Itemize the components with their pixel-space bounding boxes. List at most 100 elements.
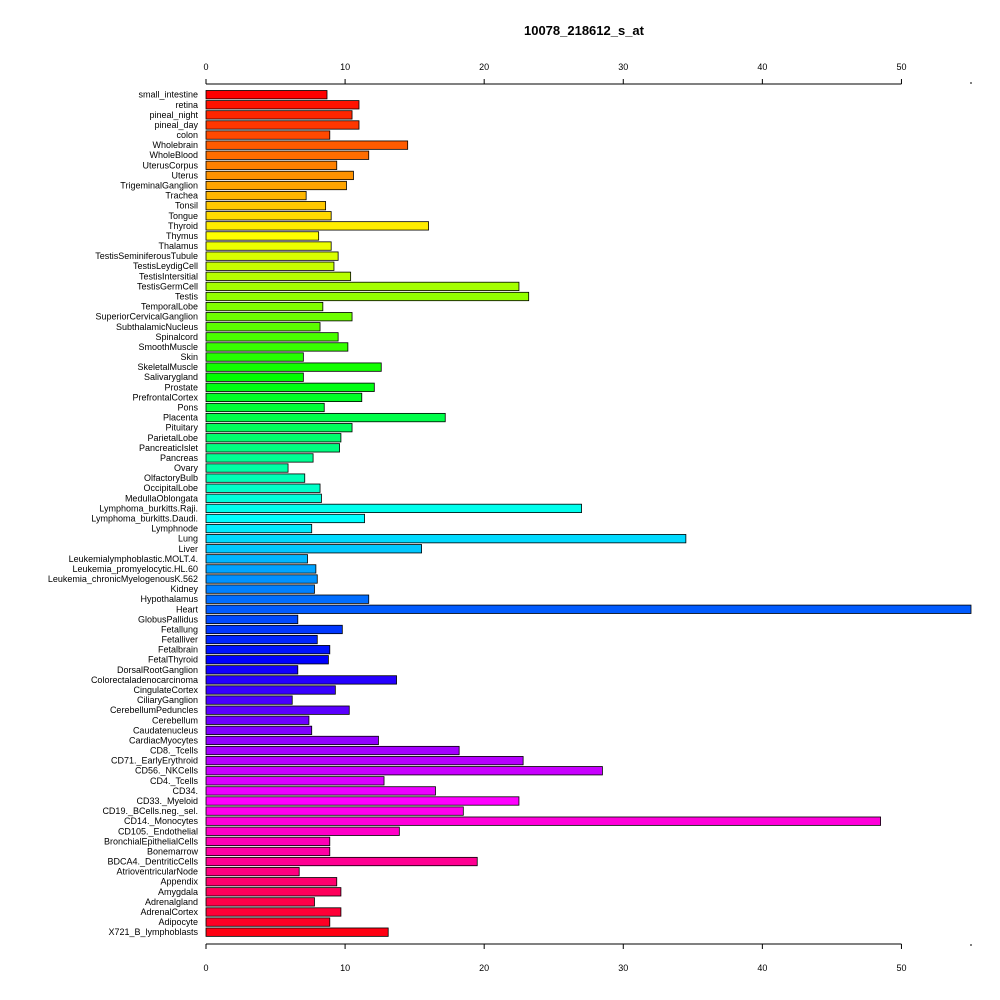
bar-FetalThyroid bbox=[205, 655, 329, 665]
bar-Bonemarrow bbox=[205, 846, 331, 857]
category-label: Leukemia_chronicMyelogenousK.562 bbox=[48, 574, 198, 584]
bars-group bbox=[205, 90, 972, 937]
bar-Heart bbox=[205, 604, 972, 614]
category-label: Salivarygland bbox=[144, 372, 198, 382]
category-label: CerebellumPeduncles bbox=[110, 705, 199, 715]
bar-TestisLeydigCell bbox=[205, 261, 335, 271]
tick-label: 40 bbox=[757, 963, 767, 973]
bar-AdrenalCortex bbox=[205, 907, 342, 917]
bar-TestisGermCell bbox=[205, 281, 520, 292]
tick-label: 10 bbox=[340, 62, 350, 72]
bar-CD4._Tcells bbox=[205, 776, 385, 786]
bar-SuperiorCervicalGanglion bbox=[205, 312, 353, 322]
category-label: Ovary bbox=[174, 463, 199, 473]
bar-X721_B_lymphoblasts bbox=[205, 927, 389, 937]
category-label: Testis bbox=[175, 292, 199, 302]
bar-Hypothalamus bbox=[205, 594, 370, 604]
category-label: Fetalbrain bbox=[158, 645, 198, 655]
bar-Ovary bbox=[205, 463, 289, 473]
bar-Amygdala bbox=[205, 887, 342, 897]
bar-Adrenalgland bbox=[205, 897, 315, 907]
category-label: Tonsil bbox=[175, 201, 198, 211]
category-label: Adipocyte bbox=[158, 917, 198, 927]
category-label: SubthalamicNucleus bbox=[116, 322, 199, 332]
category-label: Hypothalamus bbox=[140, 594, 198, 604]
bar-Kidney bbox=[205, 584, 315, 594]
bar-PrefrontalCortex bbox=[205, 392, 363, 403]
category-label: AdrenalCortex bbox=[140, 907, 198, 917]
chart-title: 10078_218612_s_at bbox=[524, 23, 645, 38]
category-label: TrigeminalGanglion bbox=[120, 181, 198, 191]
bar-TrigeminalGanglion bbox=[205, 180, 347, 191]
top-x-axis: 0 10 20 30 40 50 bbox=[203, 62, 972, 85]
category-label: CD33._Myeloid bbox=[136, 796, 198, 806]
category-label: Trachea bbox=[165, 191, 198, 201]
bar-Liver bbox=[205, 544, 422, 554]
category-label: CD71._EarlyErythroid bbox=[111, 756, 198, 766]
bar-Appendix bbox=[205, 877, 338, 887]
bar-Pons bbox=[205, 402, 325, 413]
category-label: Lymphnode bbox=[151, 524, 198, 534]
category-label: OccipitalLobe bbox=[143, 483, 198, 493]
bar-Pancreas bbox=[205, 453, 314, 463]
category-label: Cerebellum bbox=[152, 715, 198, 725]
tick-label: 50 bbox=[896, 62, 906, 72]
category-label: Pancreas bbox=[160, 453, 199, 463]
category-label: PrefrontalCortex bbox=[132, 392, 198, 402]
bar-Adipocyte bbox=[205, 917, 331, 927]
category-label: CardiacMyocytes bbox=[129, 735, 199, 745]
tick-label: 30 bbox=[618, 62, 628, 72]
bar-CiliaryGanglion bbox=[205, 695, 293, 705]
category-label: Wholebrain bbox=[152, 140, 198, 150]
category-label: Prostate bbox=[164, 382, 198, 392]
category-label: Placenta bbox=[163, 413, 198, 423]
bar-SubthalamicNucleus bbox=[205, 322, 321, 332]
category-label: pineal_day bbox=[154, 120, 198, 130]
bar-Lymphoma_burkitts.Daudi. bbox=[205, 513, 365, 524]
category-label: Fetallung bbox=[161, 624, 198, 634]
bar-Thymus bbox=[205, 231, 320, 241]
category-label: CingulateCortex bbox=[133, 685, 198, 695]
tick-label: 10 bbox=[340, 963, 350, 973]
tick-label: 0 bbox=[203, 963, 208, 973]
category-label: X721_B_lymphoblasts bbox=[108, 927, 198, 937]
category-label: CiliaryGanglion bbox=[137, 695, 198, 705]
bar-CD19._BCells.neg._sel. bbox=[205, 806, 464, 816]
bar-Fetalbrain bbox=[205, 645, 331, 655]
bar-ParietalLobe bbox=[205, 433, 342, 443]
bar-OlfactoryBulb bbox=[205, 473, 306, 483]
bar-Fetalliver bbox=[205, 634, 318, 645]
tick-label: 20 bbox=[479, 62, 489, 72]
category-label: CD56._NKCells bbox=[135, 766, 199, 776]
category-label: SkeletalMuscle bbox=[137, 362, 198, 372]
bar-UterusCorpus bbox=[205, 160, 338, 170]
category-label: Thalamus bbox=[158, 241, 198, 251]
bar-CerebellumPeduncles bbox=[205, 705, 350, 715]
bar-Skin bbox=[205, 352, 304, 362]
category-label: FetalThyroid bbox=[148, 655, 198, 665]
category-label: Leukemialymphoblastic.MOLT.4. bbox=[69, 554, 198, 564]
bar-CD71._EarlyErythroid bbox=[205, 756, 524, 766]
bar-CD34. bbox=[205, 786, 436, 796]
category-label: Bonemarrow bbox=[147, 846, 199, 856]
category-label: Colorectaladenocarcinoma bbox=[91, 675, 198, 685]
bar-Fetallung bbox=[205, 624, 343, 635]
category-label: Pons bbox=[177, 402, 198, 412]
category-label: Thymus bbox=[166, 231, 199, 241]
bottom-x-axis: 0 10 20 30 40 50 bbox=[203, 943, 972, 973]
category-label: Tongue bbox=[168, 211, 198, 221]
bar-TestisIntersitial bbox=[205, 271, 352, 281]
category-label: AtrioventricularNode bbox=[116, 867, 198, 877]
category-label: Lymphoma_burkitts.Daudi. bbox=[91, 513, 198, 523]
category-label: TemporalLobe bbox=[141, 302, 198, 312]
tick-label: 50 bbox=[896, 963, 906, 973]
category-label: ParietalLobe bbox=[147, 433, 198, 443]
category-label: Lung bbox=[178, 534, 198, 544]
category-label: BronchialEpithelialCells bbox=[104, 836, 199, 846]
category-label: TestisSeminiferousTubule bbox=[95, 251, 198, 261]
tick-label: 40 bbox=[757, 62, 767, 72]
category-label: TestisIntersitial bbox=[139, 271, 198, 281]
category-label: CD8._Tcells bbox=[150, 746, 199, 756]
bar-AtrioventricularNode bbox=[205, 867, 300, 877]
